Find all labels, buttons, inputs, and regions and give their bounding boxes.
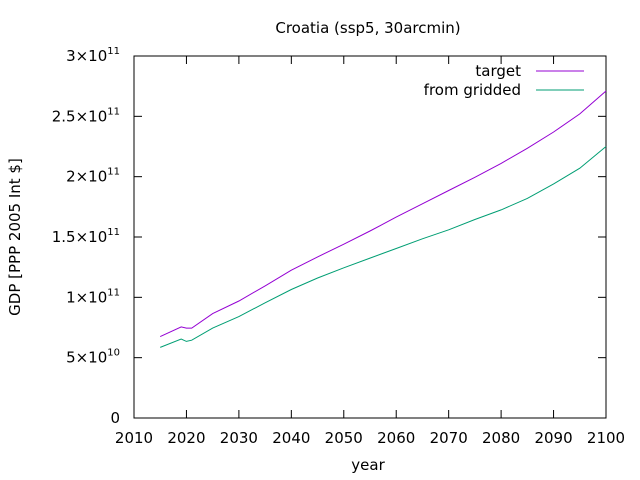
y-axis-ticks: 0 5×1010 1×1011 1.5×1011 2×1011 2.5×1011 3×101…: [52, 46, 606, 427]
x-axis-ticks: 2010 2020 2030 2040 2050 2060 2070 2080 2090 2100: [115, 56, 625, 447]
x-tick-label: 2030: [220, 429, 258, 447]
chart-title: Croatia (ssp5, 30arcmin): [275, 19, 460, 37]
x-tick-label: 2060: [377, 429, 415, 447]
plot-frame: [133, 55, 607, 419]
y-tick-label: 1×1011: [66, 287, 120, 306]
y-tick-label: 1.5×1011: [52, 227, 120, 246]
series-line-0: [159, 90, 607, 338]
series-line-1: [160, 146, 607, 348]
x-tick-label: 2020: [167, 429, 205, 447]
x-tick-label: 2080: [482, 429, 520, 447]
x-tick-label: 2070: [430, 429, 468, 447]
y-tick-label: 2.5×1011: [52, 106, 120, 125]
x-tick-label: 2010: [115, 429, 153, 447]
series-layer: [159, 90, 607, 348]
y-tick-label: 2×1011: [66, 167, 120, 186]
x-tick-label: 2050: [325, 429, 363, 447]
y-tick-label: 3×1011: [66, 46, 120, 65]
legend-label: from gridded: [424, 81, 521, 99]
x-axis-label: year: [351, 456, 385, 474]
y-tick-label: 5×1010: [66, 348, 120, 367]
legend-label: target: [475, 62, 521, 80]
x-tick-label: 2090: [534, 429, 572, 447]
x-tick-label: 2100: [587, 429, 625, 447]
y-axis-label: GDP [PPP 2005 Int $]: [6, 158, 24, 316]
y-tick-label: 0: [110, 409, 120, 427]
x-tick-label: 2040: [272, 429, 310, 447]
